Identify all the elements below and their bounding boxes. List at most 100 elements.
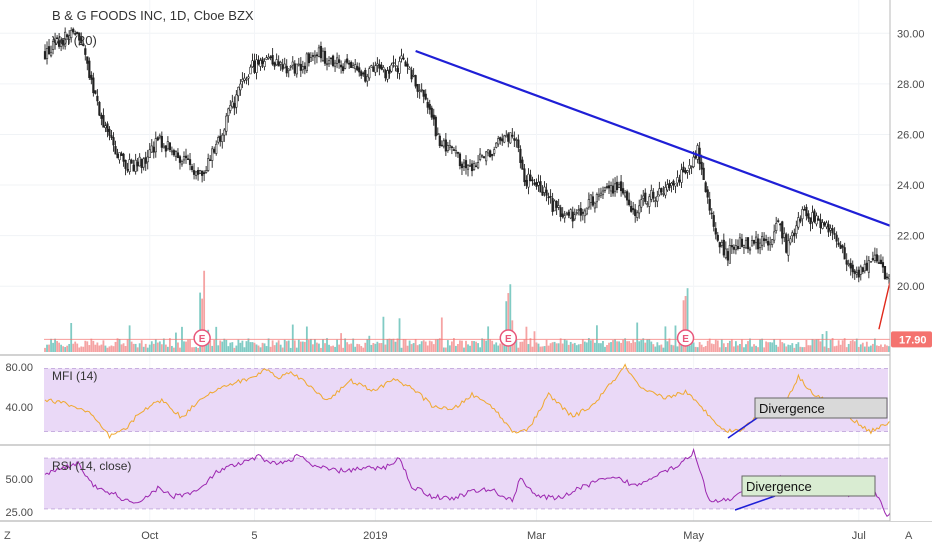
candle-body: [694, 155, 697, 159]
volume-bar: [269, 346, 272, 352]
candle-body: [134, 159, 137, 172]
candle-body: [696, 145, 699, 160]
candle-body: [299, 63, 302, 71]
candle-body: [817, 218, 820, 221]
candle-body: [756, 238, 760, 250]
volume-bar: [428, 340, 431, 352]
candle-body: [442, 140, 445, 147]
candle-body: [53, 39, 57, 43]
volume-bar: [803, 347, 806, 352]
mfi-divergence-line[interactable]: [727, 417, 758, 439]
volume-bar: [384, 344, 387, 352]
candle-body: [301, 66, 304, 71]
volume-bar: [545, 339, 548, 352]
candle-body: [317, 47, 321, 57]
volume-bar: [326, 338, 328, 352]
price-panel[interactable]: EEEE B & G FOODS INC, 1D, Cboe BZX Vol (…: [0, 0, 932, 521]
volume-bar: [100, 344, 103, 352]
candle-body: [815, 215, 818, 225]
rsi-divergence-box[interactable]: [741, 475, 876, 497]
volume-bar: [199, 292, 202, 352]
earnings-marker-icon: [499, 329, 518, 347]
candle-body: [517, 139, 520, 149]
last-price-value: 17.90: [899, 334, 927, 346]
volume-bar: [78, 347, 81, 352]
volume-bar: [175, 332, 177, 352]
candle-body: [138, 156, 141, 167]
volume-bar: [312, 344, 314, 352]
volume-bar: [396, 338, 399, 352]
volume-bar: [551, 342, 554, 352]
candle-body: [829, 227, 832, 231]
candle-body: [521, 159, 524, 170]
mfi-divergence-box[interactable]: [754, 397, 888, 419]
volume-bar: [650, 341, 653, 352]
volume-bar: [102, 340, 105, 352]
candle-body: [184, 155, 188, 159]
price-axis[interactable]: 30.00 28.00 26.00 24.00 22.00 20.00 17.90 80.…: [5, 0, 932, 521]
candle-body: [597, 194, 601, 197]
candle-body: [362, 72, 365, 75]
candle-body: [803, 209, 806, 211]
volume-bar: [164, 344, 167, 352]
candle-body: [567, 211, 570, 216]
volume-bar: [358, 344, 361, 352]
volume-bar: [356, 343, 359, 352]
volume-bar: [533, 331, 536, 352]
volume-bar: [739, 343, 741, 352]
candle-body: [386, 70, 389, 80]
auto-scale-button[interactable]: A: [905, 530, 913, 542]
time-axis[interactable]: Oct52019MarMayJulSep7 Z A: [0, 522, 932, 550]
candle-body: [483, 156, 486, 159]
rsi-divergence-line[interactable]: [734, 495, 776, 511]
candle-body: [728, 245, 731, 264]
candle-body: [523, 168, 526, 183]
candle-body: [188, 159, 192, 165]
volume-bar: [88, 345, 91, 352]
candle-body: [410, 69, 413, 80]
candle-body: [47, 46, 51, 55]
candle-body: [263, 61, 266, 67]
volume-bar: [267, 338, 270, 352]
price-tick-label: 24.00: [897, 180, 925, 192]
volume-bar: [783, 343, 786, 352]
zoom-button[interactable]: Z: [4, 530, 11, 542]
candle-body: [833, 233, 836, 235]
volume-bar: [751, 346, 753, 352]
candle-body: [321, 50, 325, 62]
volume-bar: [350, 343, 353, 352]
volume-bar: [94, 344, 97, 352]
candle-body: [146, 156, 149, 163]
mfi-panel[interactable]: MFI (14) Divergence: [44, 363, 932, 442]
volume-bar: [44, 347, 46, 352]
volume-bar: [189, 339, 191, 352]
candle-body: [720, 242, 723, 246]
volume-bar: [446, 340, 449, 352]
candle-body: [843, 247, 846, 260]
candle-body: [489, 150, 492, 158]
volume-bar: [86, 341, 89, 352]
volume-bar: [249, 342, 252, 352]
candle-body: [307, 53, 310, 64]
volume-bar: [344, 338, 347, 352]
candle-body: [323, 50, 327, 64]
volume-bar: [432, 344, 435, 352]
volume-bar: [676, 346, 679, 352]
candle-body: [835, 234, 838, 242]
candle-body: [388, 69, 391, 74]
candle-body: [599, 192, 603, 196]
volume-bar: [124, 345, 127, 352]
volume-bar: [68, 344, 71, 352]
volume-label: Vol (20): [52, 33, 97, 48]
candle-body: [855, 272, 858, 275]
volume-bar: [90, 338, 93, 352]
rsi-panel[interactable]: RSI (14, close) Divergence: [44, 447, 932, 518]
volume-bar: [775, 344, 778, 352]
candle-body: [434, 116, 437, 137]
volume-bar: [724, 347, 727, 352]
candle-body: [547, 196, 550, 199]
volume-bar: [851, 340, 854, 352]
candle-body: [370, 65, 373, 68]
volume-bar: [201, 298, 204, 352]
